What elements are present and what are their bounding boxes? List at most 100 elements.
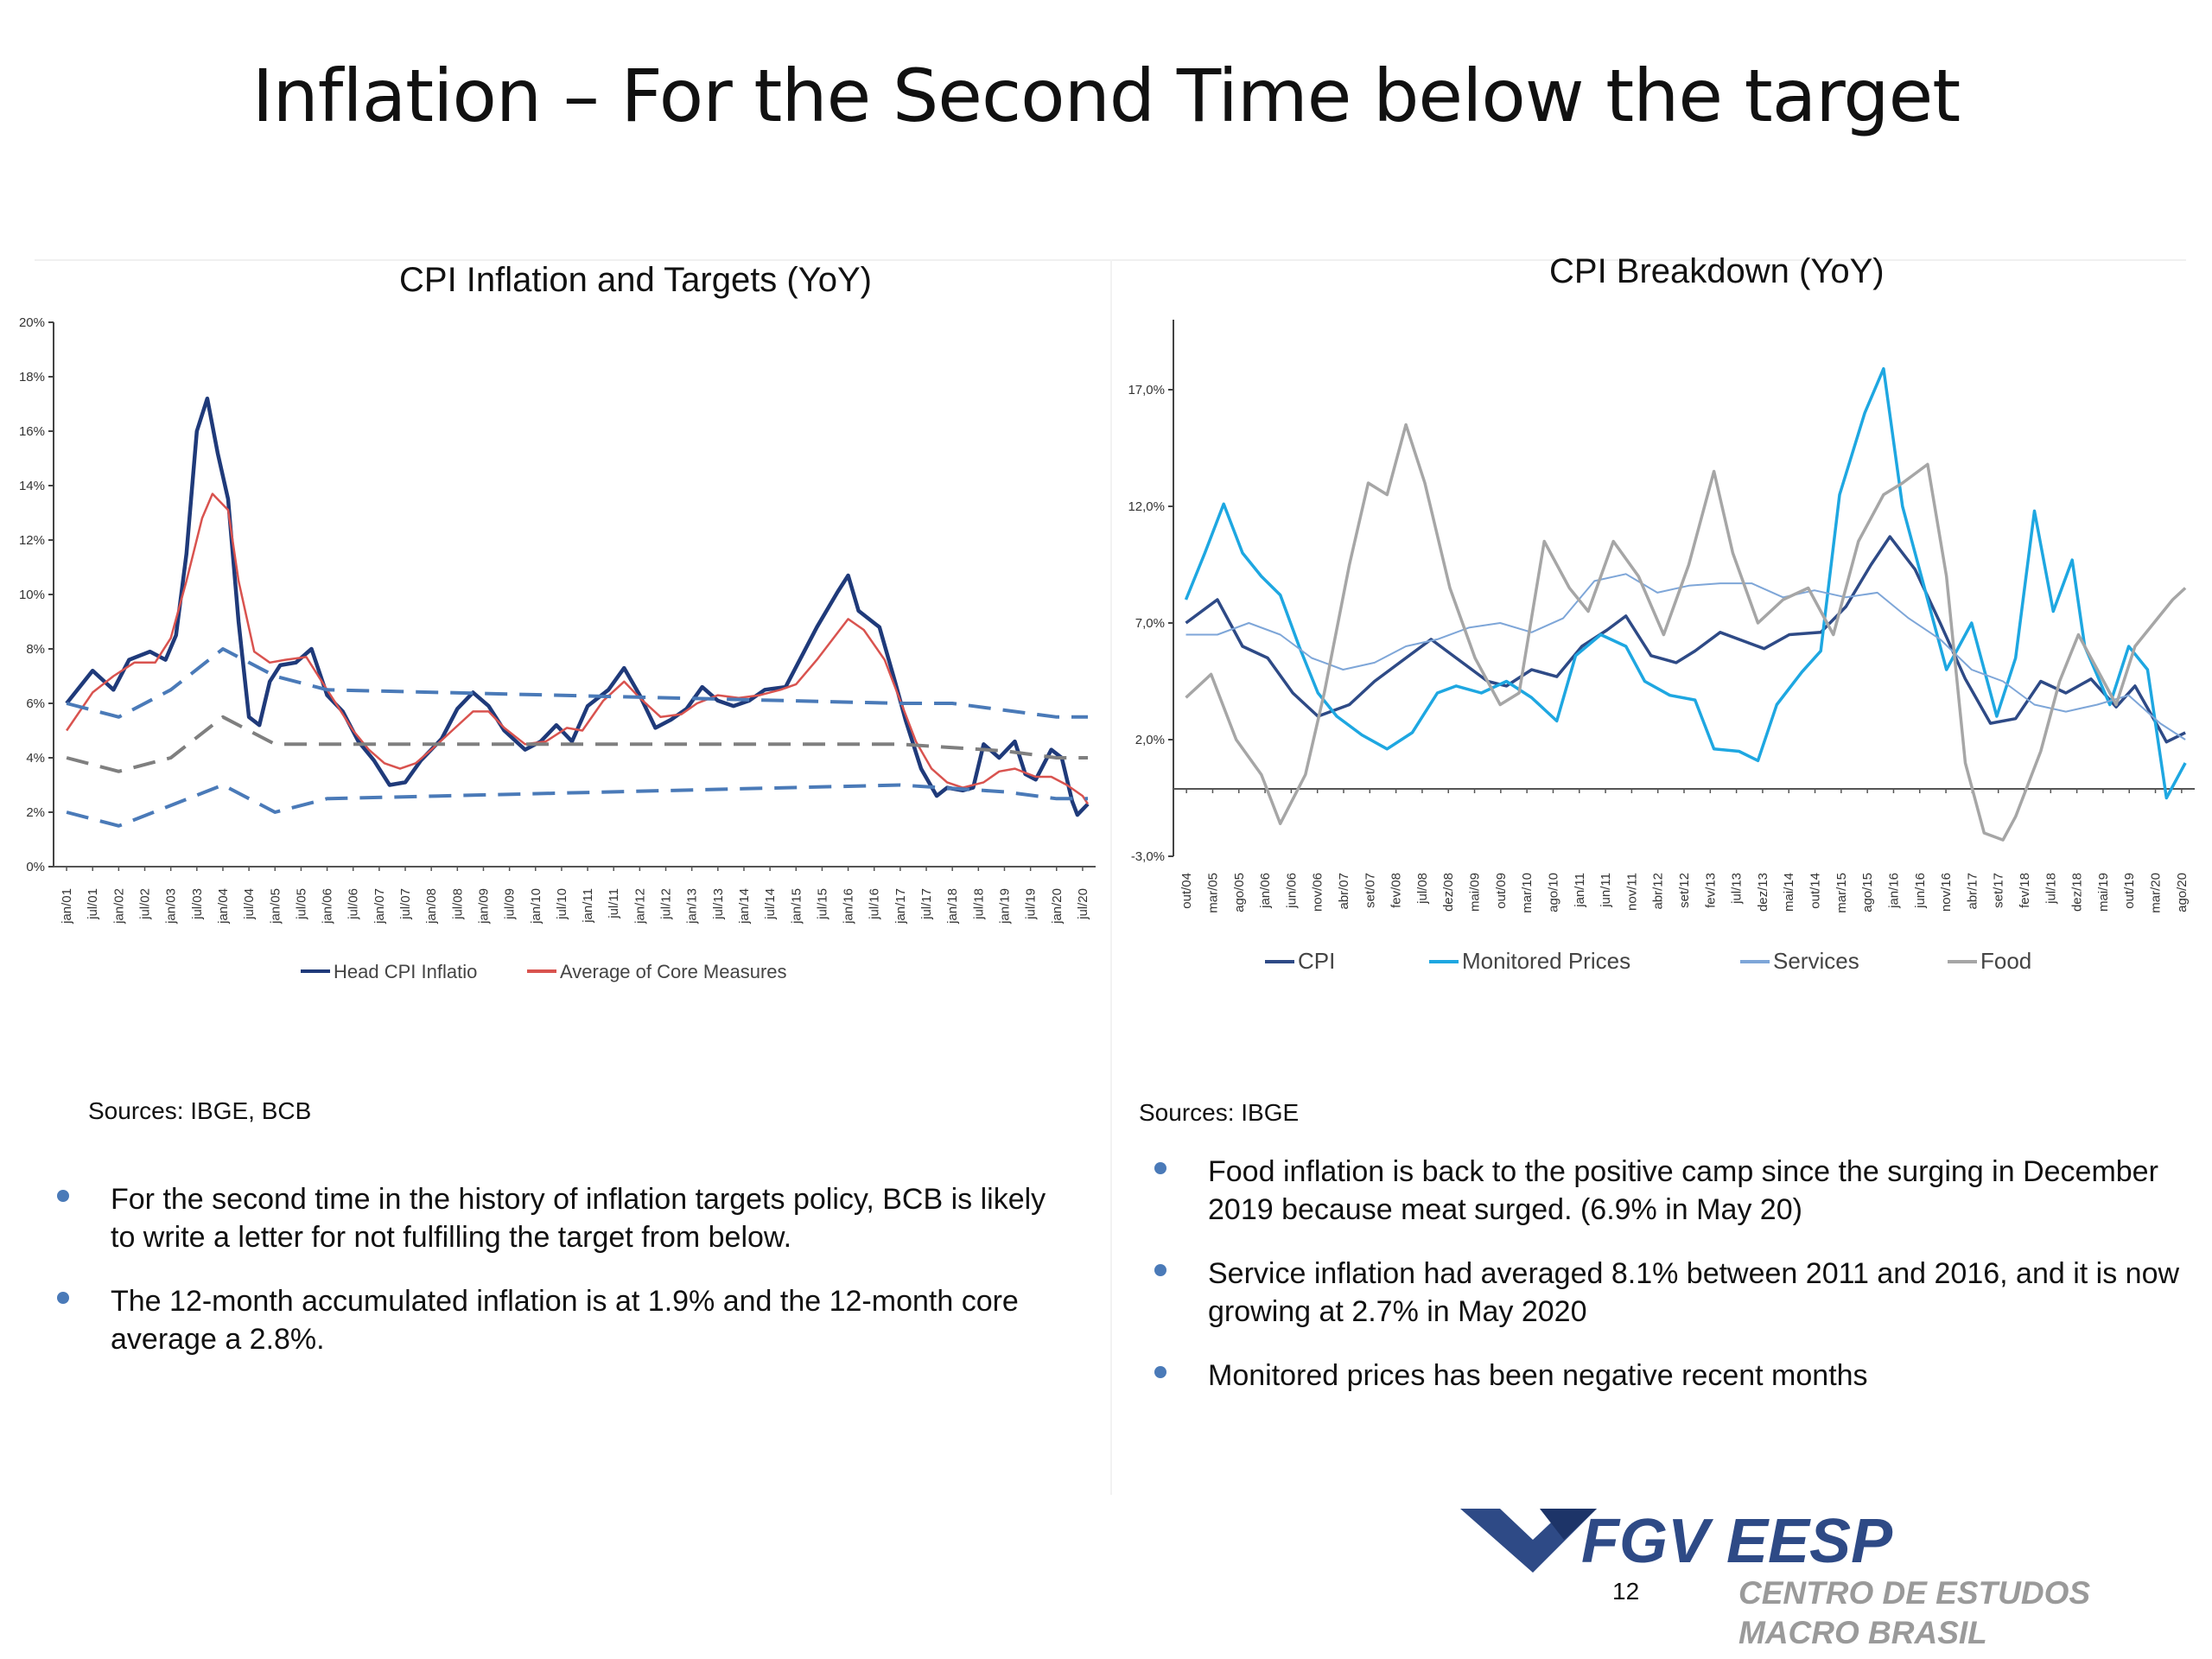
x-tick-label: abr/17 <box>1965 873 1980 910</box>
x-tick-label: jul/10 <box>555 888 569 920</box>
logo-text-main: FGV EESP <box>1581 1507 1893 1576</box>
bullet-dot <box>57 1190 69 1202</box>
y-tick-label: 17,0% <box>1128 383 1165 397</box>
x-tick-label: jan/17 <box>893 888 908 925</box>
x-tick-label: jul/09 <box>503 888 518 920</box>
y-tick-label: -3,0% <box>1131 849 1165 864</box>
y-tick-label: 2,0% <box>1135 733 1165 747</box>
logo-text-line2: MACRO BRASIL <box>1738 1615 1987 1649</box>
x-tick-label: jan/02 <box>111 888 126 925</box>
x-tick-label: jul/15 <box>815 888 830 920</box>
y-tick-label: 7,0% <box>1135 616 1165 631</box>
x-tick-label: jul/13 <box>1730 873 1745 905</box>
y-tick-label: 12,0% <box>1128 499 1165 514</box>
logo-wing-accent-icon <box>1540 1509 1597 1540</box>
x-tick-label: out/09 <box>1494 873 1509 909</box>
legend-label: Average of Core Measures <box>560 961 787 982</box>
x-tick-label: jan/06 <box>321 888 335 925</box>
left-bullet-list: For the second time in the history of in… <box>57 1180 1059 1384</box>
bullet-text: Monitored prices has been negative recen… <box>1208 1359 1868 1392</box>
column-divider <box>1110 259 1112 1495</box>
left-chart-title: CPI Inflation and Targets (YoY) <box>399 261 872 299</box>
x-tick-label: jan/05 <box>268 888 283 925</box>
x-tick-label: mai/14 <box>1782 873 1796 912</box>
x-tick-label: jan/09 <box>476 888 491 925</box>
bullet-item: Monitored prices has been negative recen… <box>1154 1357 2183 1395</box>
x-tick-label: out/19 <box>2122 873 2137 909</box>
y-tick-label: 12% <box>19 533 45 548</box>
x-tick-label: jan/07 <box>372 888 387 925</box>
bullet-text: Service inflation had averaged 8.1% betw… <box>1208 1257 2180 1328</box>
x-tick-label: jul/19 <box>1024 888 1039 920</box>
x-tick-label: jan/14 <box>737 888 752 925</box>
x-tick-label: ago/20 <box>2175 873 2190 912</box>
y-tick-label: 4% <box>26 751 45 766</box>
x-tick-label: jan/13 <box>685 888 700 925</box>
x-tick-label: jul/20 <box>1076 888 1090 920</box>
x-tick-label: jul/04 <box>242 888 257 920</box>
x-tick-label: jul/07 <box>398 888 413 920</box>
series-line <box>1185 423 2187 842</box>
x-tick-label: set/12 <box>1677 873 1692 908</box>
y-tick-label: 18% <box>19 370 45 385</box>
x-tick-label: jan/12 <box>632 888 647 925</box>
x-tick-label: jul/12 <box>659 888 674 920</box>
x-tick-label: jan/20 <box>1050 888 1065 925</box>
left-sources: Sources: IBGE, BCB <box>88 1097 312 1124</box>
x-tick-label: ago/10 <box>1546 873 1560 912</box>
bullet-item: For the second time in the history of in… <box>57 1180 1059 1256</box>
x-tick-label: jul/16 <box>868 888 882 920</box>
series-line <box>1185 535 2186 744</box>
x-tick-label: set/07 <box>1363 873 1377 908</box>
y-tick-label: 6% <box>26 696 45 711</box>
x-tick-label: mar/05 <box>1205 873 1220 913</box>
x-tick-label: jul/08 <box>450 888 465 920</box>
cpi-targets-chart: 0% 2% 4% 6% 8% 10% 12% 14% 16% 18% 20% jan/01 jul/01… <box>19 315 1096 982</box>
x-tick-label: mai/09 <box>1468 873 1483 912</box>
cpi-breakdown-chart: -3,0% 2,0% 7,0% 12,0% 17,0% out/04 mar/05 ago/0… <box>1128 320 2195 974</box>
x-tick-label: fev/13 <box>1703 873 1718 908</box>
x-tick-label: out/04 <box>1179 873 1194 909</box>
x-tick-label: jul/02 <box>138 888 153 920</box>
series-line <box>66 493 1090 805</box>
x-tick-label: ago/15 <box>1860 873 1875 912</box>
x-tick-label: jul/05 <box>294 888 308 920</box>
bullet-dot <box>1154 1264 1166 1276</box>
y-tick-label: 10% <box>19 588 45 602</box>
x-tick-label: jun/06 <box>1284 873 1299 909</box>
legend-label: Monitored Prices <box>1462 948 1630 974</box>
fgv-eesp-logo: FGV EESP CENTRO DE ESTUDOS MACRO BRASIL <box>1460 1507 2090 1649</box>
x-tick-label: jul/13 <box>711 888 726 920</box>
y-tick-label: 20% <box>19 315 45 330</box>
series-line <box>1184 366 2187 800</box>
series-line <box>66 647 1088 719</box>
x-tick-label: nov/11 <box>1624 873 1639 911</box>
x-tick-label: jun/11 <box>1599 873 1613 908</box>
x-tick-label: fev/18 <box>2018 873 2032 908</box>
x-tick-label: jan/06 <box>1258 873 1273 909</box>
x-tick-label: fev/08 <box>1389 873 1404 908</box>
x-tick-label: jan/19 <box>997 888 1012 925</box>
y-tick-label: 14% <box>19 479 45 493</box>
x-tick-label: jan/01 <box>60 888 74 925</box>
x-tick-label: mar/10 <box>1520 873 1535 913</box>
right-sources: Sources: IBGE <box>1139 1099 1300 1126</box>
x-tick-label: jan/11 <box>1573 873 1587 908</box>
legend-label: Food <box>1980 948 2031 974</box>
x-tick-label: jan/11 <box>581 888 595 924</box>
x-tick-label: dez/18 <box>2070 873 2085 912</box>
right-chart-title: CPI Breakdown (YoY) <box>1549 252 1885 290</box>
right-bullet-list: Food inflation is back to the positive c… <box>1154 1153 2183 1421</box>
bullet-dot <box>1154 1162 1166 1174</box>
y-tick-label: 0% <box>26 860 45 874</box>
x-tick-label: jan/08 <box>424 888 439 925</box>
page-title: Inflation – For the Second Time below th… <box>251 54 1961 138</box>
y-tick-label: 16% <box>19 424 45 439</box>
x-tick-label: nov/06 <box>1311 873 1325 912</box>
x-tick-label: jan/18 <box>945 888 960 925</box>
series-line <box>1185 573 2186 741</box>
x-tick-label: ago/05 <box>1232 873 1247 912</box>
series-line <box>65 396 1090 817</box>
x-tick-label: jul/06 <box>346 888 361 920</box>
x-tick-label: jun/16 <box>1913 873 1928 909</box>
